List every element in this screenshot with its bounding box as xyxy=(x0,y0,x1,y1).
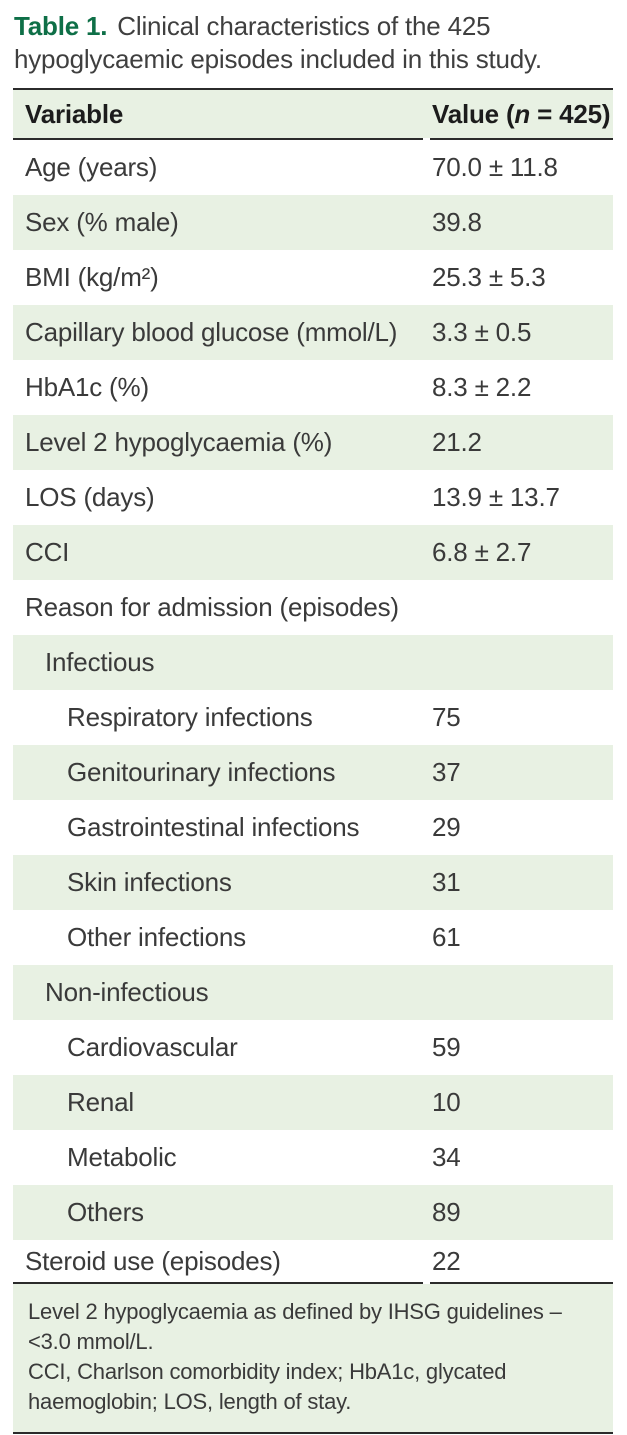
table-row: Cardiovascular 59 xyxy=(13,1020,613,1075)
row-label: Age (years) xyxy=(25,152,158,182)
header-bottom-rule xyxy=(13,138,613,140)
row-value: 89 xyxy=(432,1197,461,1227)
table-top-rule xyxy=(13,88,613,90)
table-row: Age (years) 70.0 ± 11.8 xyxy=(13,140,613,195)
table-row: Others 89 xyxy=(13,1185,613,1240)
row-label: Others xyxy=(67,1197,144,1227)
row-label: Gastrointestinal infections xyxy=(67,812,360,842)
row-value: 10 xyxy=(432,1087,461,1117)
row-label: Skin infections xyxy=(67,867,232,897)
row-value: 61 xyxy=(432,922,461,952)
table-body: Age (years) 70.0 ± 11.8 Sex (% male) 39.… xyxy=(13,140,613,1282)
row-value: 31 xyxy=(432,867,461,897)
table-row: Level 2 hypoglycaemia (%) 21.2 xyxy=(13,415,613,470)
row-value: 22 xyxy=(432,1245,461,1276)
table-header-row: Variable Value (n = 425) xyxy=(13,90,613,138)
table-row: Gastrointestinal infections 29 xyxy=(13,800,613,855)
value-header-prefix: Value ( xyxy=(432,98,515,129)
table-caption-text: Clinical characteristics of the 425 hypo… xyxy=(14,11,542,74)
clinical-characteristics-table: Variable Value (n = 425) Age (years) 70.… xyxy=(13,88,613,1434)
table-row: Capillary blood glucose (mmol/L) 3.3 ± 0… xyxy=(13,305,613,360)
table-bottom-rule xyxy=(13,1282,613,1284)
row-label: Level 2 hypoglycaemia (%) xyxy=(25,427,333,457)
table-row: Infectious xyxy=(13,635,613,690)
row-value: 39.8 xyxy=(432,207,482,237)
table-row: Respiratory infections 75 xyxy=(13,690,613,745)
row-label: Other infections xyxy=(67,922,246,952)
row-label: Steroid use (episodes) xyxy=(25,1245,281,1276)
row-label: HbA1c (%) xyxy=(25,372,149,402)
table-row: Genitourinary infections 37 xyxy=(13,745,613,800)
row-value: 13.9 ± 13.7 xyxy=(432,482,560,512)
row-value: 34 xyxy=(432,1142,461,1172)
row-label: Metabolic xyxy=(67,1142,177,1172)
table-row: Metabolic 34 xyxy=(13,1130,613,1185)
table-caption: Table 1. Clinical characteristics of the … xyxy=(14,10,613,76)
row-value: 3.3 ± 0.5 xyxy=(432,317,532,347)
row-label: Cardiovascular xyxy=(67,1032,238,1062)
table-row: LOS (days) 13.9 ± 13.7 xyxy=(13,470,613,525)
footnote-bottom-rule xyxy=(13,1432,613,1434)
footnote-definition-line: Level 2 hypoglycaemia as defined by IHSG… xyxy=(28,1299,562,1354)
row-value: 25.3 ± 5.3 xyxy=(432,262,546,292)
row-label: Respiratory infections xyxy=(67,702,313,732)
column-header-value: Value (n = 425) xyxy=(432,99,613,130)
column-header-variable: Variable xyxy=(25,98,124,129)
row-label: CCI xyxy=(25,537,70,567)
footnote-abbreviations-line: CCI, Charlson comorbidity index; HbA1c, … xyxy=(28,1359,507,1414)
table-row: CCI 6.8 ± 2.7 xyxy=(13,525,613,580)
paper-table-figure: Table 1. Clinical characteristics of the … xyxy=(0,10,627,1434)
value-header-suffix: = 425) xyxy=(530,98,611,129)
row-value: 8.3 ± 2.2 xyxy=(432,372,532,402)
table-row: Non-infectious xyxy=(13,965,613,1020)
table-row: Steroid use (episodes) 22 xyxy=(13,1240,613,1282)
row-value: 6.8 ± 2.7 xyxy=(432,537,532,567)
row-label: Sex (% male) xyxy=(25,207,179,237)
row-value: 21.2 xyxy=(432,427,482,457)
row-value: 59 xyxy=(432,1032,461,1062)
table-row: Renal 10 xyxy=(13,1075,613,1130)
table-row: BMI (kg/m²) 25.3 ± 5.3 xyxy=(13,250,613,305)
table-row: Skin infections 31 xyxy=(13,855,613,910)
row-label: Reason for admission (episodes) xyxy=(25,592,399,622)
table-row: HbA1c (%) 8.3 ± 2.2 xyxy=(13,360,613,415)
table-row: Sex (% male) 39.8 xyxy=(13,195,613,250)
value-header-n-italic: n xyxy=(514,98,531,129)
row-label: BMI (kg/m²) xyxy=(25,262,159,292)
row-label: Capillary blood glucose (mmol/L) xyxy=(25,317,398,347)
row-value: 37 xyxy=(432,757,461,787)
row-value: 75 xyxy=(432,702,461,732)
table-footnote: Level 2 hypoglycaemia as defined by IHSG… xyxy=(13,1284,613,1432)
row-value: 29 xyxy=(432,812,461,842)
row-label: Non-infectious xyxy=(45,977,209,1007)
table-row: Other infections 61 xyxy=(13,910,613,965)
row-label: Infectious xyxy=(45,647,155,677)
table-row: Reason for admission (episodes) xyxy=(13,580,613,635)
table-caption-label: Table 1. xyxy=(14,11,108,41)
row-label: LOS (days) xyxy=(25,482,155,512)
row-value: 70.0 ± 11.8 xyxy=(432,152,558,182)
row-label: Renal xyxy=(67,1087,134,1117)
row-label: Genitourinary infections xyxy=(67,757,336,787)
